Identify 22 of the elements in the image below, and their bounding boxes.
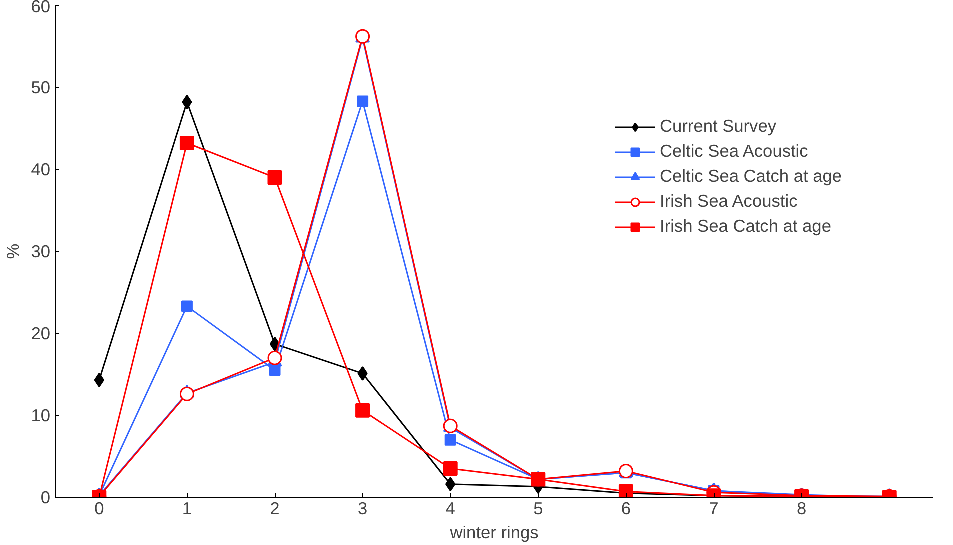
x-tick-label: 0 (94, 498, 104, 518)
y-tick-label: 10 (31, 406, 51, 426)
x-tick-label: 8 (796, 498, 807, 518)
legend-label: Current Survey (660, 116, 777, 137)
x-tick-label: 4 (446, 498, 456, 518)
x-tick-label: 1 (182, 498, 192, 518)
y-axis-title: % (3, 244, 24, 260)
x-tick-label: 2 (270, 498, 280, 518)
legend-label: Irish Sea Catch at age (660, 216, 832, 237)
y-tick-label: 50 (31, 78, 51, 98)
x-axis-title: winter rings (449, 522, 540, 542)
x-tick-label: 5 (534, 498, 544, 518)
x-tick-label: 7 (709, 498, 719, 518)
legend-label: Celtic Sea Acoustic (660, 141, 808, 162)
legend-label: Celtic Sea Catch at age (660, 166, 842, 187)
y-tick-label: 30 (31, 242, 51, 262)
y-tick-label: 20 (31, 324, 51, 344)
y-tick-label: 60 (31, 0, 51, 16)
legend-label: Irish Sea Acoustic (660, 191, 798, 212)
x-tick-label: 6 (621, 498, 632, 518)
x-tick-label: 3 (358, 498, 368, 518)
y-tick-label: 40 (31, 160, 51, 180)
